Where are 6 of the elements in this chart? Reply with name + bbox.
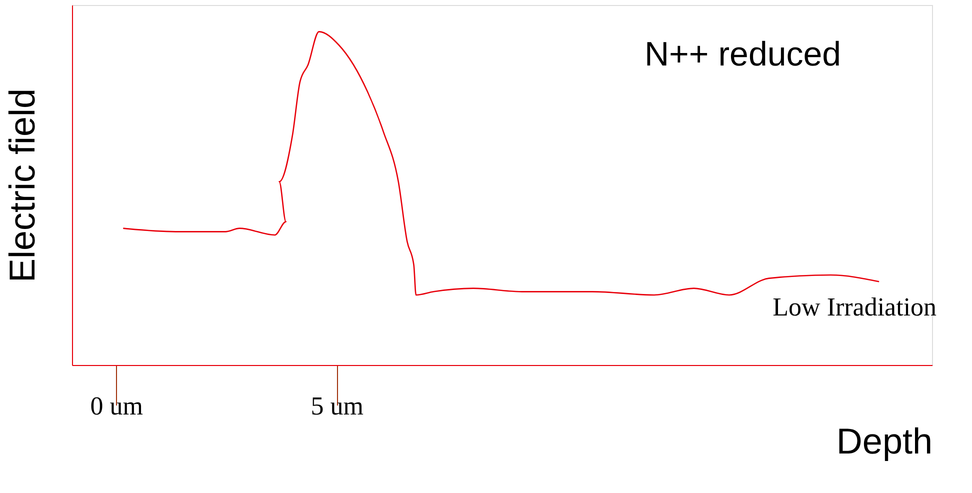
annotation: N++ reduced bbox=[644, 35, 842, 74]
x-axis-title: Depth bbox=[836, 420, 932, 462]
annotation: Low Irradiation bbox=[772, 292, 937, 322]
x-tick-label: 0 um bbox=[90, 392, 143, 420]
x-tick-label: 5 um bbox=[310, 392, 364, 420]
y-axis-title: Electric field bbox=[2, 88, 42, 283]
